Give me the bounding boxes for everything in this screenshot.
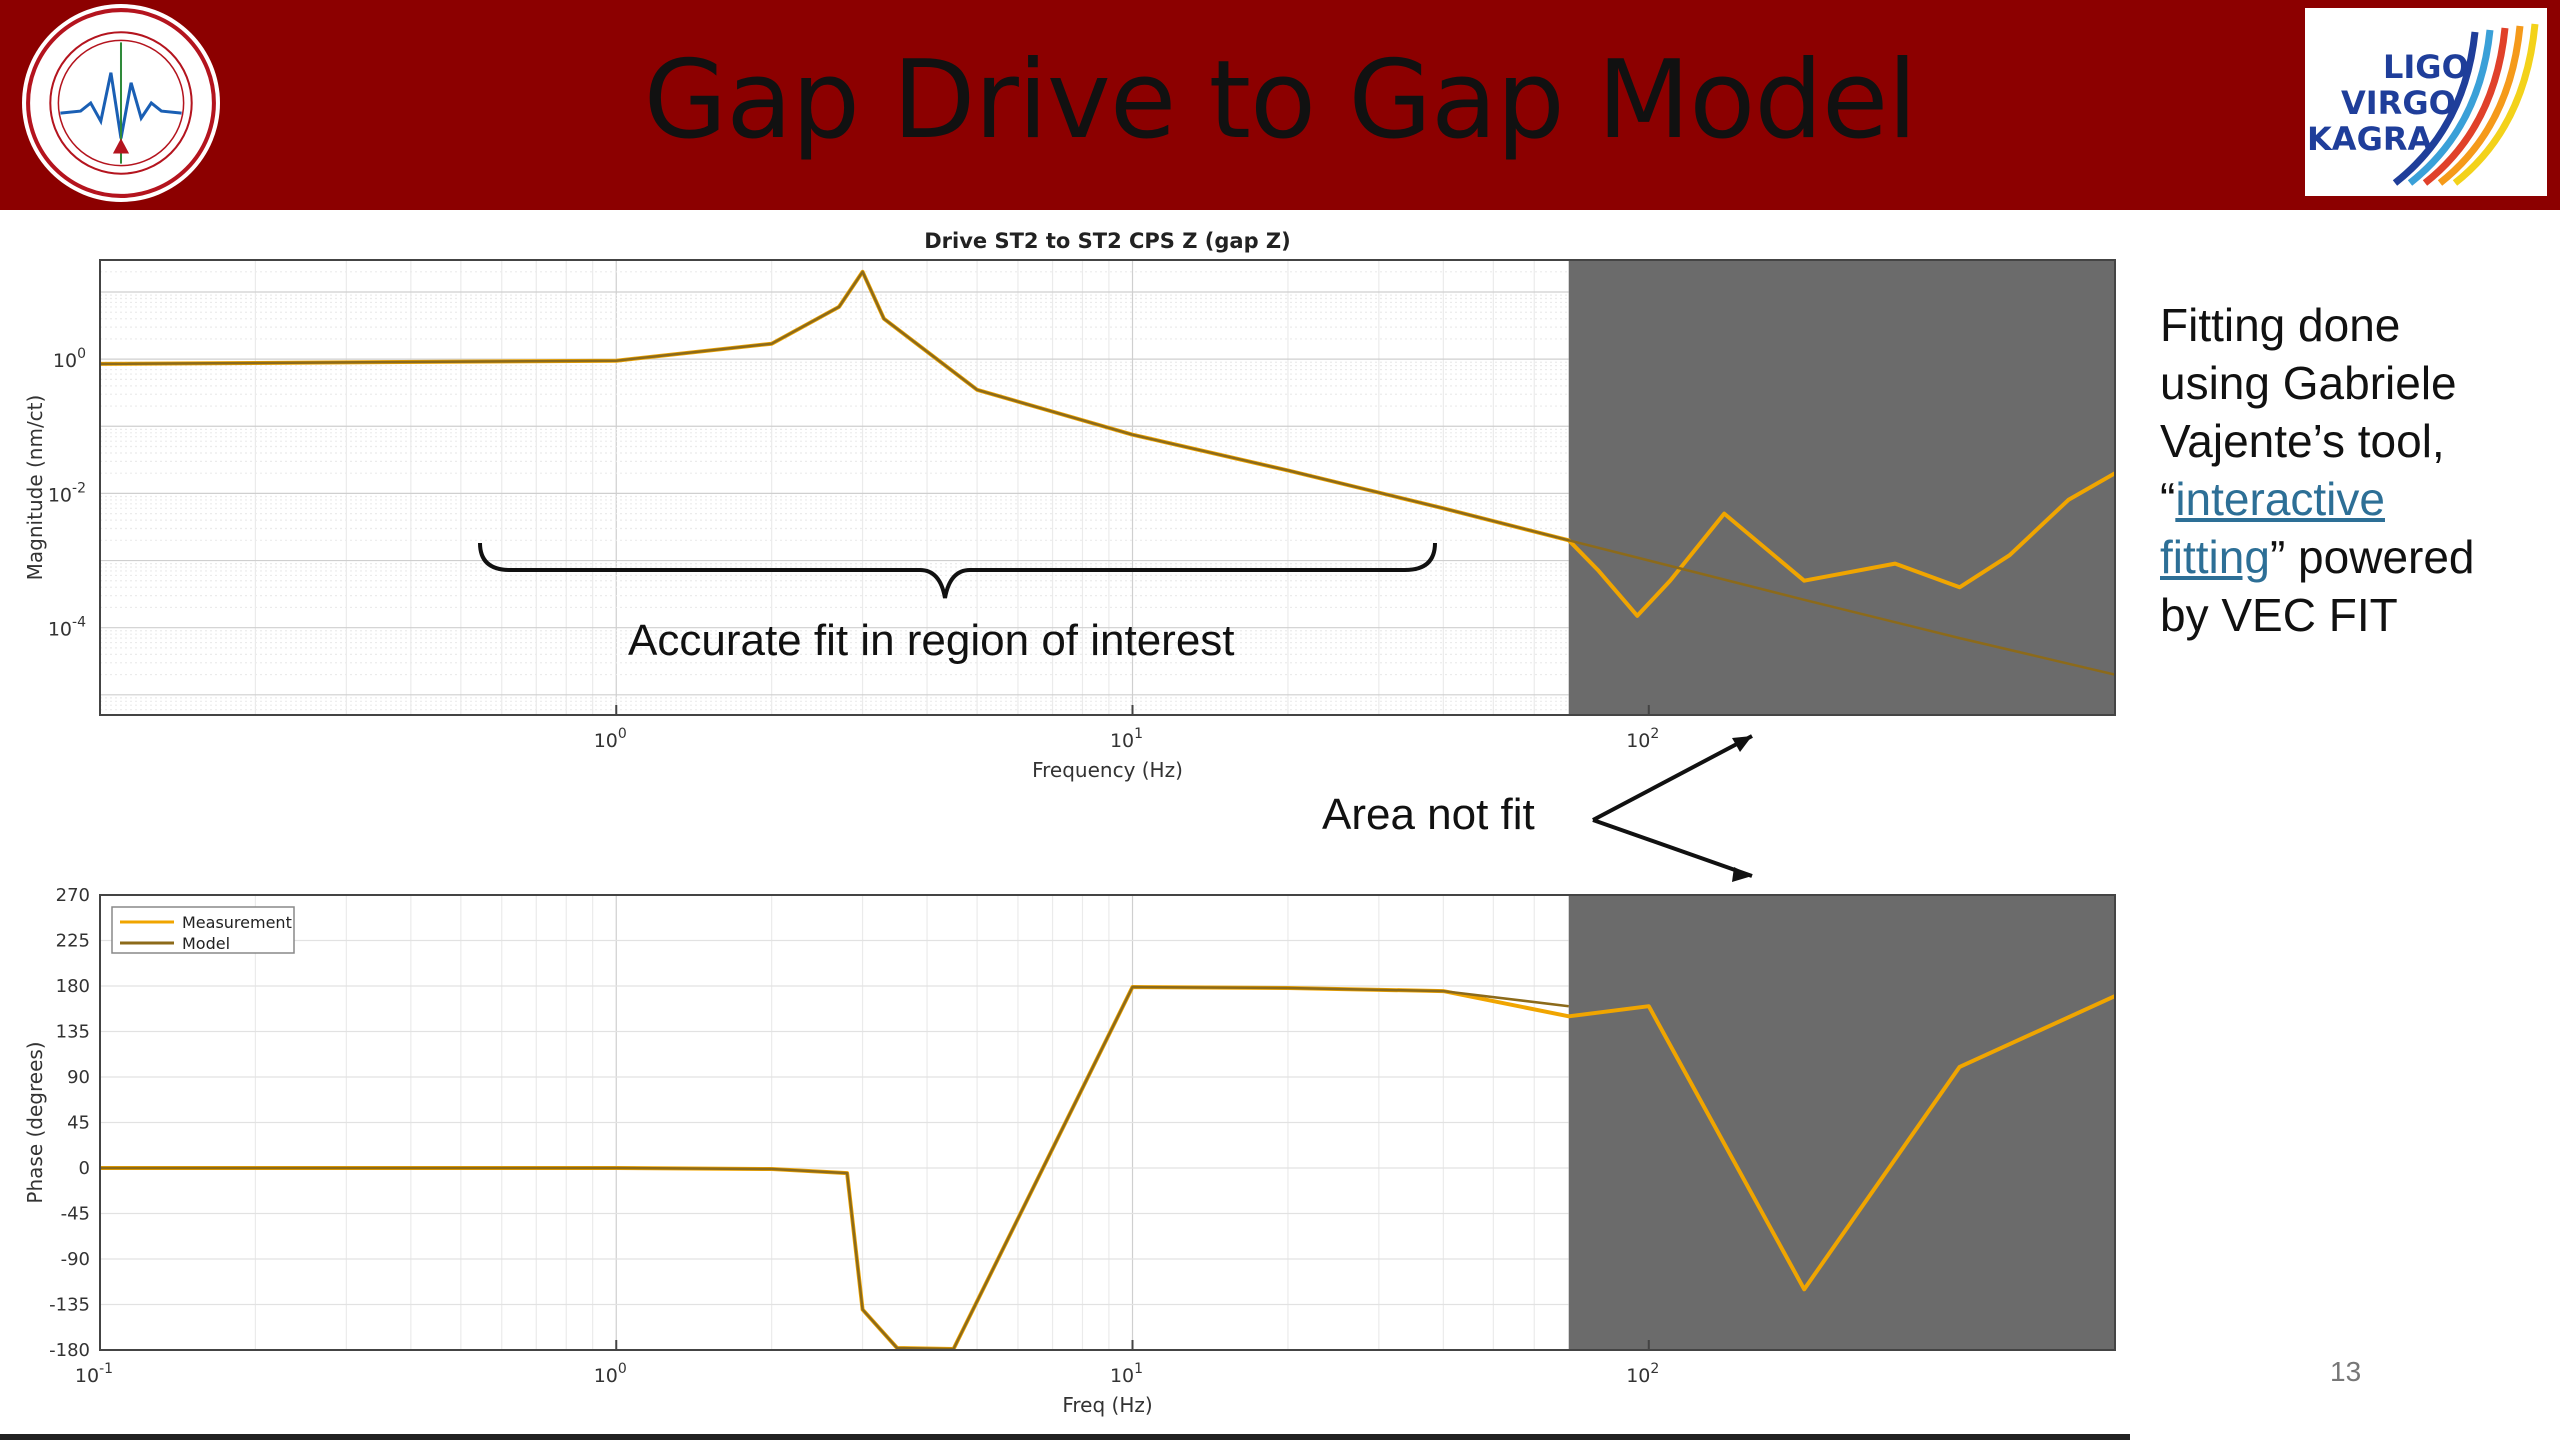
chart-title: Drive ST2 to ST2 CPS Z (gap Z) [924,229,1291,253]
not-fit-arrow-lower [1592,818,1753,878]
not-fit-arrow-upper [1592,734,1753,822]
x-axis-label: Frequency (Hz) [1032,758,1183,782]
fit-region-label: Accurate fit in region of interest [628,616,1235,665]
not-fit-arrowhead-lower [1732,867,1752,882]
y-axis-label: Magnitude (nm/ct) [23,395,47,581]
x-tick-label: 100 [594,726,627,752]
legend-entry: Model [182,934,230,953]
interactive-fitting-link[interactable]: interactive [2175,473,2385,525]
x-tick-label: 102 [1626,726,1659,752]
not-fit-label: Area not fit [1322,790,1535,839]
stanford-seal-logo [22,4,220,202]
open-quote: “ [2160,473,2176,525]
x-tick-label: 102 [1626,1361,1659,1387]
x-tick-label: 101 [1110,726,1143,752]
legend-box [111,906,295,954]
logo-line-virgo: VIRGO [2341,84,2456,122]
description-line: using Gabriele [2160,357,2457,409]
not-fit-shaded-region [1568,895,2115,1350]
y-axis-label: Phase (degrees) [23,1041,47,1203]
x-tick-label: 10-1 [75,1361,113,1387]
legend-entry: Measurement [182,913,292,932]
x-axis-label: Freq (Hz) [1062,1393,1152,1417]
y-tick-label: 100 [53,346,86,372]
bottom-divider [0,1434,2130,1440]
model-series-line [100,270,2115,676]
y-tick-label: -180 [49,1340,90,1361]
y-tick-label: 90 [67,1067,90,1088]
plot-frame [99,894,2116,1351]
x-tick-label: 100 [594,1361,627,1387]
y-tick-label: 45 [67,1113,90,1134]
fit-region-brace [478,542,1437,599]
y-tick-label: 0 [79,1158,90,1179]
y-tick-label: 10-4 [48,615,86,641]
y-tick-label: -45 [61,1204,90,1225]
description-line: Fitting done [2160,299,2401,351]
fitting-description: Fitting done using Gabriele Vajente’s to… [2160,296,2550,644]
model-series-line [100,985,1569,1350]
description-line: “interactive [2160,470,2550,528]
y-tick-label: 180 [56,976,90,997]
description-line: Vajente’s tool, [2160,415,2445,467]
y-tick-label: -135 [49,1295,90,1316]
not-fit-shaded-region [1568,260,2115,715]
not-fit-arrowhead-upper [1732,736,1752,752]
x-tick-label: 101 [1110,1361,1143,1387]
title-bar [0,0,2560,210]
interactive-fitting-link-continued[interactable]: fitting [2160,531,2270,583]
description-line: fitting” powered [2160,528,2550,586]
plot-frame [99,259,2116,716]
y-tick-label: 270 [56,885,90,906]
y-tick-label: -90 [61,1249,90,1270]
ligo-virgo-kagra-logo: LIGO VIRGO KAGRA [2305,8,2547,196]
y-tick-label: 135 [56,1022,90,1043]
y-tick-label: 225 [56,931,90,952]
slide-title: Gap Drive to Gap Model [643,38,1918,163]
logo-line-kagra: KAGRA [2307,120,2433,158]
y-tick-label: 10-2 [48,480,86,506]
logo-line-ligo: LIGO [2383,48,2469,86]
page-number: 13 [2330,1356,2362,1387]
description-line: by VEC FIT [2160,589,2398,641]
description-text: ” powered [2269,531,2475,583]
